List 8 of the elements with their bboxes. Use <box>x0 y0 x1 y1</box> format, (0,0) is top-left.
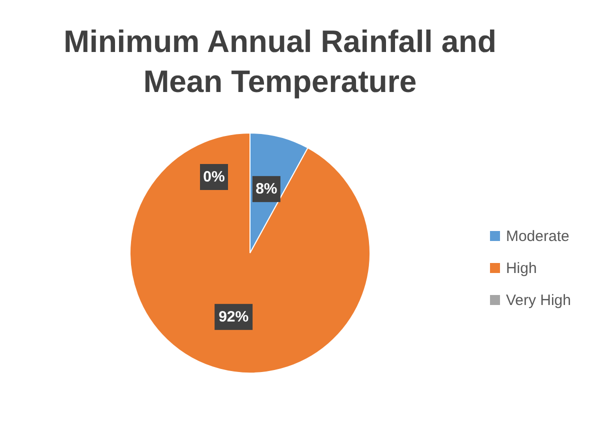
data-label: 92% <box>218 308 249 326</box>
data-label: 8% <box>256 180 278 198</box>
chart-title: Minimum Annual Rainfall and Mean Temperature <box>62 23 498 101</box>
pie-slice <box>130 132 370 374</box>
text: 0% <box>203 168 225 186</box>
legend-label: High <box>506 260 537 276</box>
legend-label: Very High <box>506 292 571 308</box>
legend-label: Moderate <box>506 228 570 244</box>
